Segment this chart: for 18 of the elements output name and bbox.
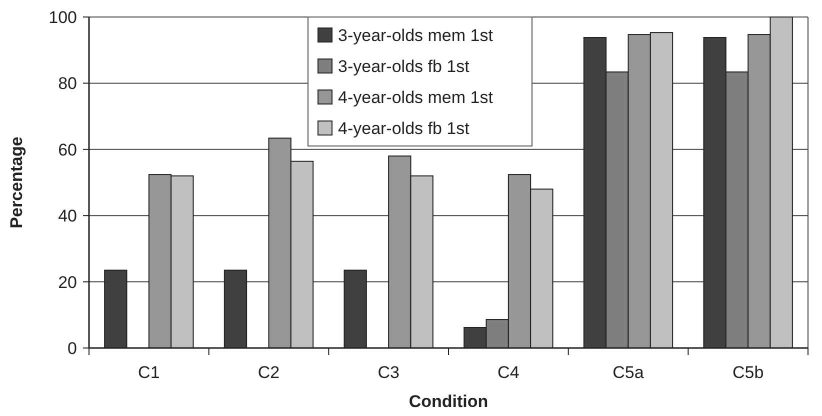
legend-label: 3-year-olds mem 1st <box>338 26 494 45</box>
y-tick-label: 100 <box>48 8 77 27</box>
x-tick-label: C1 <box>138 363 160 382</box>
x-tick-label: C5b <box>732 363 764 382</box>
y-tick-label: 60 <box>58 140 77 160</box>
x-tick-label: C4 <box>498 363 520 382</box>
y-tick-label: 40 <box>58 206 77 226</box>
y-tick-label: 80 <box>58 74 77 94</box>
y-tick-label: 20 <box>58 272 77 292</box>
x-tick-label: C2 <box>258 363 280 382</box>
x-tick-label: C5a <box>612 363 644 382</box>
x-tick-label: C3 <box>378 363 400 382</box>
legend-label: 3-year-olds fb 1st <box>338 56 470 76</box>
legend-label: 4-year-olds fb 1st <box>338 118 470 138</box>
y-axis-title: Percentage <box>7 136 26 228</box>
y-tick-label: 0 <box>68 338 77 358</box>
x-axis-title: Condition <box>408 392 488 411</box>
legend-label: 4-year-olds mem 1st <box>338 88 494 107</box>
